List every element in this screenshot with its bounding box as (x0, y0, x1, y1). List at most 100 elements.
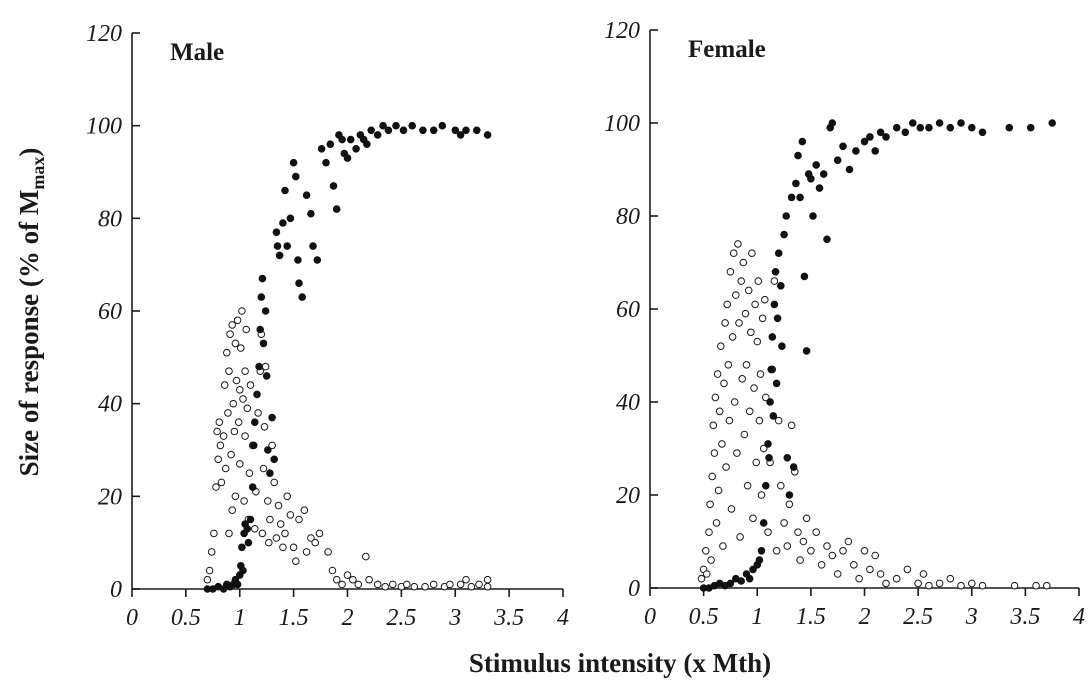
female-open-point (770, 277, 779, 285)
male-open-point (475, 580, 483, 589)
male-open-point (279, 543, 287, 552)
x-axis-title: Stimulus intensity (x Mth) (469, 648, 771, 678)
female-filled-point (764, 440, 772, 448)
female-filled-point (757, 547, 766, 555)
female-filled-point (745, 574, 754, 583)
female-panel-title: Female (688, 36, 766, 63)
male-open-point (483, 582, 492, 591)
male-filled-point (292, 172, 300, 181)
female-open-point (860, 547, 869, 555)
female-open-point (708, 472, 717, 481)
male-filled-point (438, 121, 447, 130)
y-axis-title: Size of response (% of Mmax) (14, 148, 48, 477)
female-filled-point (925, 123, 933, 132)
male-filled-point (419, 126, 427, 135)
male-x-tick-label: 3 (448, 605, 461, 631)
female-x-tick-label: 3.5 (1009, 604, 1040, 630)
female-open-point (697, 574, 706, 583)
female-open-point (892, 574, 901, 583)
male-y-tick-label: 40 (98, 392, 122, 418)
male-open-point (220, 381, 229, 389)
male-filled-point (261, 307, 270, 315)
female-open-point (780, 519, 788, 527)
male-open-point (365, 575, 373, 584)
female-filled-point (1026, 123, 1035, 132)
male-open-point (261, 362, 270, 371)
female-open-point (747, 328, 755, 337)
male-open-point (205, 566, 214, 575)
male-filled-point (329, 182, 338, 190)
male-open-point (207, 548, 216, 556)
female-filled-point (860, 137, 869, 146)
male-x-tick-label: 0.5 (171, 605, 201, 631)
female-filled-point (1048, 119, 1056, 127)
male-open-point (236, 386, 244, 394)
female-open-point (714, 486, 723, 495)
male-filled-point (408, 121, 417, 130)
male-open-point (259, 464, 268, 473)
male-open-point (241, 432, 249, 440)
male-open-point (242, 325, 250, 334)
male-open-point (429, 580, 438, 589)
female-x-tick-label: 0 (644, 604, 656, 630)
female-filled-point (876, 128, 885, 137)
male-open-point (286, 511, 295, 519)
female-filled-point (866, 133, 874, 141)
female-open-point (732, 291, 740, 299)
male-open-point (215, 418, 224, 427)
male-open-point (216, 441, 225, 450)
male-filled-point (239, 566, 247, 575)
male-open-point (362, 552, 370, 561)
female-open-point (743, 481, 752, 490)
male-open-point (232, 376, 241, 385)
male-open-point (281, 529, 289, 538)
male-filled-point (281, 186, 289, 195)
female-filled-point (772, 379, 781, 388)
female-open-point (713, 370, 722, 378)
female-y-tick-label: 40 (616, 390, 640, 416)
male-x-tick-label: 1.5 (279, 605, 309, 631)
female-open-point (772, 547, 781, 555)
male-filled-point (256, 325, 265, 334)
female-filled-point (749, 565, 757, 574)
male-filled-point (483, 131, 492, 139)
female-filled-point (771, 268, 780, 276)
female-y-tick-label: 0 (628, 576, 640, 602)
male-filled-point (266, 469, 274, 478)
male-y-tick-label: 120 (86, 21, 122, 47)
female-filled-point (802, 347, 811, 355)
female-open-point (739, 258, 748, 267)
female-x-tick-label: 2 (859, 604, 871, 630)
female-open-point (754, 277, 763, 285)
female-open-point (726, 268, 735, 276)
male-filled-point (253, 390, 261, 399)
male-open-point (311, 538, 320, 547)
female-open-point (785, 500, 794, 509)
female-filled-point (916, 123, 925, 132)
female-open-point (755, 416, 764, 425)
male-open-point (373, 580, 382, 589)
female-open-point (720, 379, 728, 388)
male-open-point (381, 582, 390, 591)
male-filled-point (286, 214, 295, 223)
male-filled-point (243, 525, 252, 533)
female-open-point (756, 370, 765, 378)
male-open-point (343, 571, 352, 579)
male-open-point (483, 575, 492, 584)
female-open-point (709, 421, 718, 430)
svg-text:Size of response (% of Mmax): Size of response (% of Mmax) (14, 148, 48, 477)
female-open-point (724, 361, 733, 369)
male-open-point (223, 348, 231, 357)
female-open-point (734, 240, 742, 248)
male-filled-point (238, 543, 246, 552)
female-filled-point (807, 175, 815, 183)
male-x-tick-label: 1 (234, 605, 246, 631)
female-open-point (783, 542, 792, 550)
male-filled-point (279, 219, 287, 227)
male-filled-point (275, 251, 284, 260)
female-filled-point (957, 119, 965, 127)
male-filled-point (268, 413, 276, 422)
male-open-point (274, 501, 283, 510)
y-axis-title-main: Size of response (% of M (14, 190, 44, 477)
